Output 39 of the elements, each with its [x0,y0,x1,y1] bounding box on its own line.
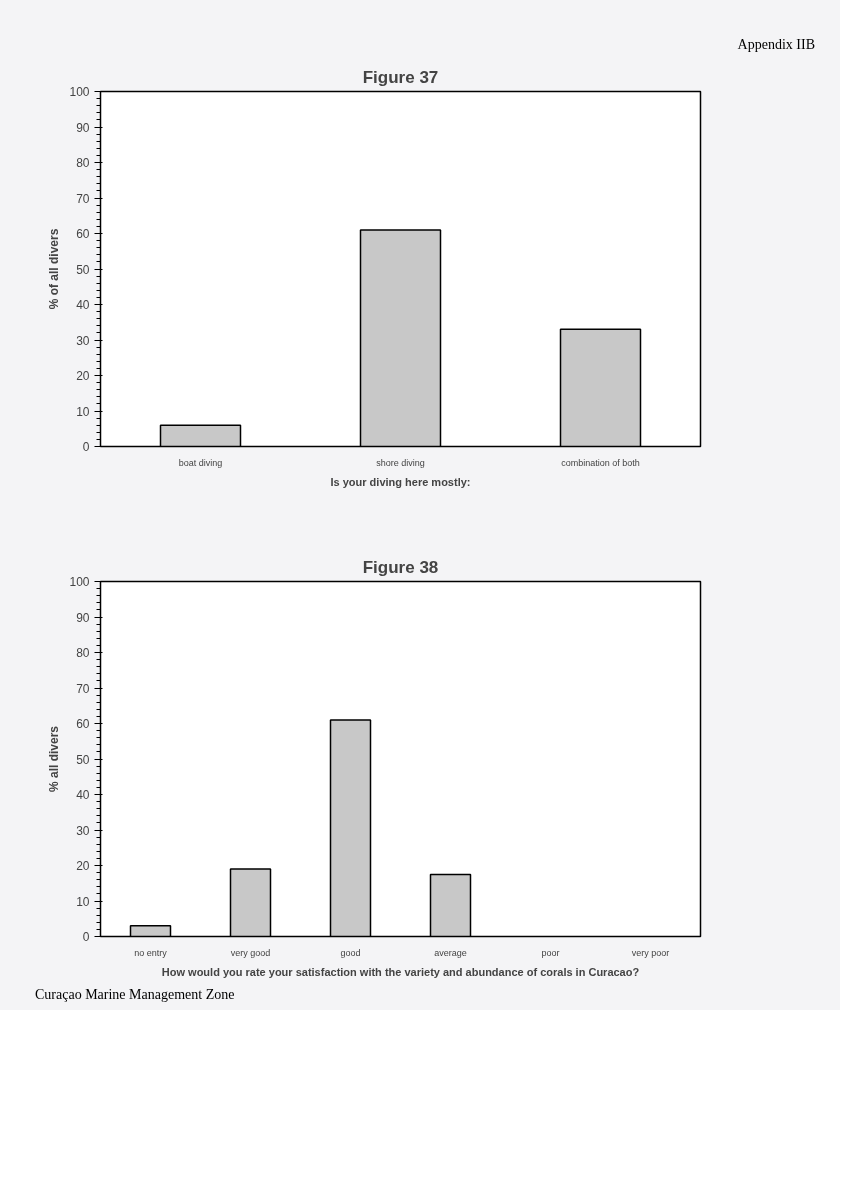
y-tick-label: 0 [82,930,90,944]
y-tick-label: 70 [76,681,90,696]
y-tick-label: 50 [76,752,90,767]
x-tick-label: no entry [134,947,168,958]
y-tick-label: 10 [76,894,90,909]
y-tick-label: 50 [76,262,90,277]
x-tick-label: combination of both [561,457,640,468]
y-tick-label: 70 [76,191,90,206]
x-tick-label: average [434,947,467,958]
y-tick-label: 30 [76,333,90,348]
y-tick-label: 10 [76,404,90,419]
y-tick-label: 90 [76,120,90,135]
y-tick-label: 20 [76,369,90,383]
y-tick-label: 100 [69,85,90,99]
y-tick-label: 20 [76,859,90,873]
x-tick-label: boat diving [178,457,223,468]
x-tick-label: poor [541,947,560,958]
y-tick-label: 0 [82,440,90,454]
y-tick-label: 90 [76,610,90,625]
text: Appendix IIB [737,36,815,54]
y-tick-label: 80 [76,646,90,660]
y-tick-label: 60 [76,227,90,241]
y-tick-label: 30 [76,823,90,838]
y-tick-label: 100 [69,575,90,589]
x-axis-title: How would you rate your satisfaction with the variety and abundance of corals in Curacao? [161,965,640,978]
x-tick-label: very good [230,947,271,958]
x-axis-title: Is your diving here mostly: [330,475,471,488]
y-tick-label: 40 [76,298,90,312]
chart-title: Figure 38 [362,557,439,577]
y-tick-label: 80 [76,156,90,170]
y-axis-title: % of all divers [47,228,62,310]
x-tick-label: very poor [631,947,670,958]
y-tick-label: 40 [76,788,90,802]
y-axis-title: % all divers [47,725,62,793]
text: Curaçao Marine Management Zone [35,986,235,1004]
chart-title: Figure 37 [362,67,439,87]
x-tick-label: shore diving [376,457,425,468]
y-tick-label: 60 [76,717,90,731]
x-tick-label: good [340,947,361,958]
